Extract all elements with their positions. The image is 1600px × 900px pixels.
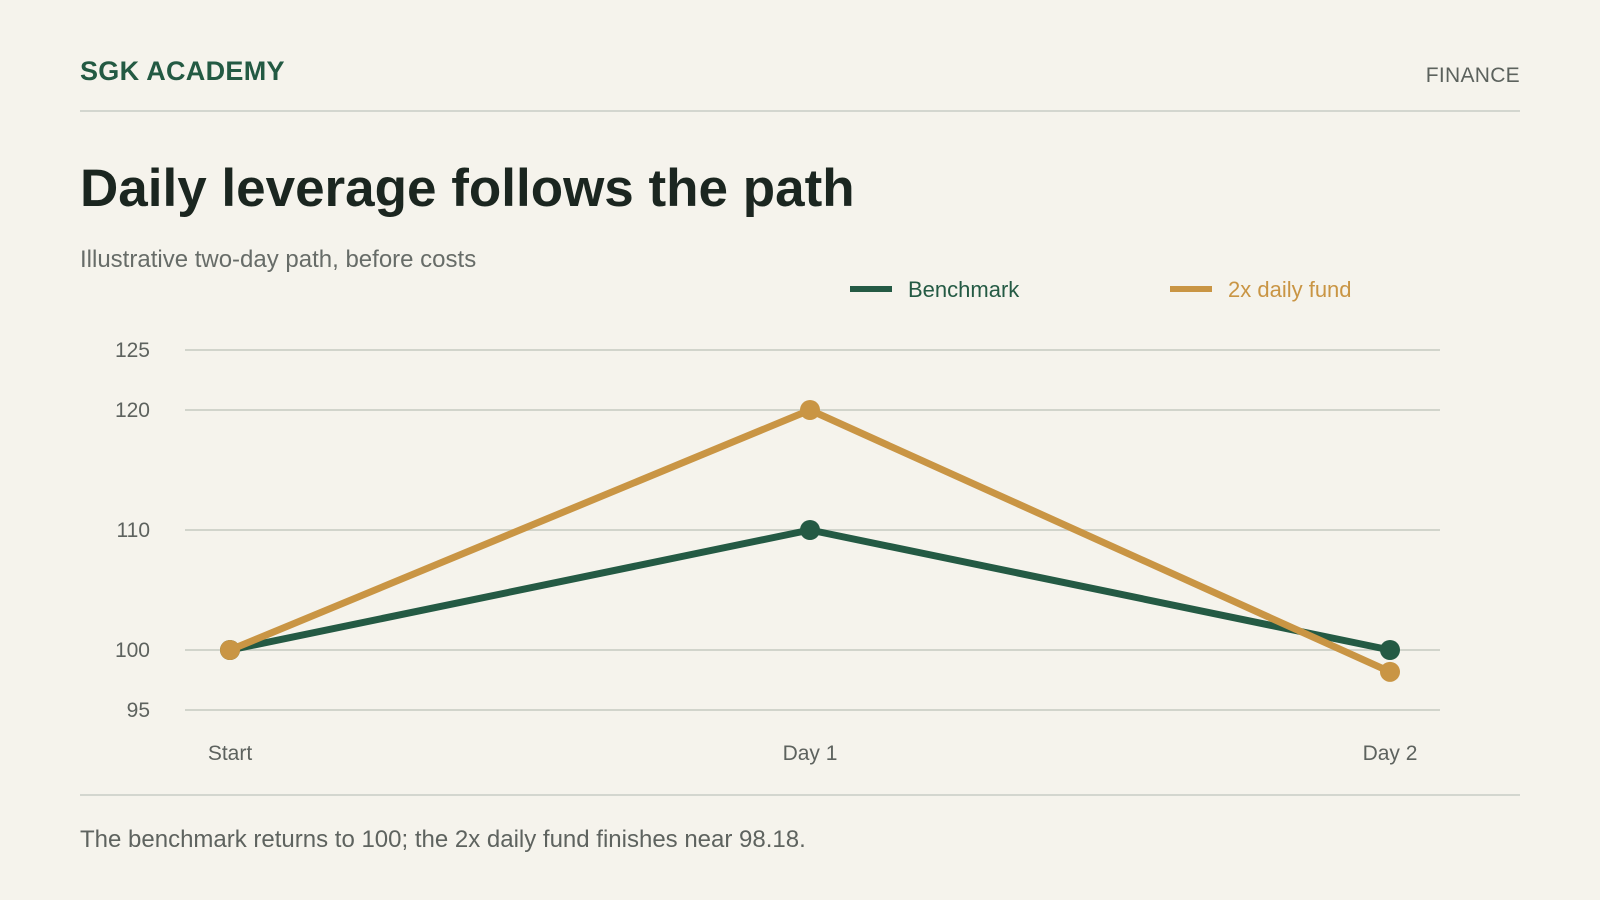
legend-label: 2x daily fund <box>1228 277 1352 302</box>
data-point <box>1380 640 1400 660</box>
chart-legend: Benchmark 2x daily fund <box>850 277 1352 302</box>
y-tick-label: 100 <box>115 639 150 662</box>
x-tick-label: Day 2 <box>1363 742 1418 765</box>
series-lines <box>220 400 1400 682</box>
y-tick-label: 125 <box>115 339 150 362</box>
page-title: Daily leverage follows the path <box>80 159 855 218</box>
brand-logo-text: SGK ACADEMY <box>80 56 285 86</box>
line-chart: 95 100 110 120 125 Start Day 1 Day 2 Benchmark… <box>115 277 1440 765</box>
section-label: FINANCE <box>1425 64 1520 87</box>
footer-divider <box>80 794 1520 796</box>
data-point <box>1380 661 1400 682</box>
series-0 <box>220 520 1400 660</box>
y-tick-label: 120 <box>115 399 150 422</box>
legend-label: Benchmark <box>908 277 1020 302</box>
data-point <box>220 640 240 660</box>
x-axis-ticks: Start Day 1 Day 2 <box>208 742 1418 765</box>
header-divider <box>80 110 1520 112</box>
series-1 <box>220 400 1400 682</box>
data-point <box>800 520 820 540</box>
data-point <box>800 400 820 420</box>
series-line <box>226 406 1394 676</box>
chart-footnote: The benchmark returns to 100; the 2x dai… <box>80 826 806 853</box>
y-tick-label: 95 <box>127 699 150 722</box>
y-tick-label: 110 <box>117 519 150 542</box>
x-tick-label: Start <box>208 742 253 765</box>
x-tick-label: Day 1 <box>783 742 838 765</box>
page-subtitle: Illustrative two-day path, before costs <box>80 246 477 273</box>
y-axis-ticks: 95 100 110 120 125 <box>115 339 150 722</box>
